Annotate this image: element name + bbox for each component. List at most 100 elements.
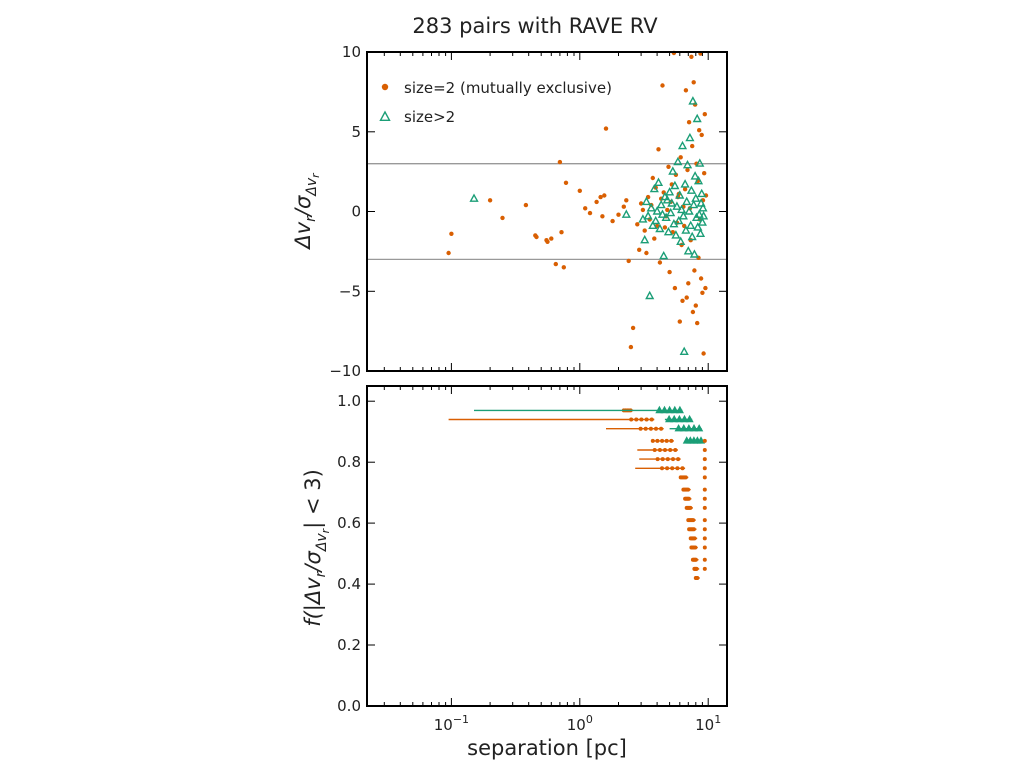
top-point-size2-62 — [677, 319, 682, 324]
bin-marker-sizegt2-2-0 — [674, 424, 683, 432]
top-y-axis-label: Δvr/σΔvr — [291, 172, 322, 251]
top-point-size2-69 — [683, 88, 689, 93]
bin-marker-sizegt2-2-1 — [679, 424, 688, 432]
top-point-sizegt2-24 — [668, 166, 678, 175]
top-point-size2-6 — [534, 234, 539, 240]
bottom-y-tick-label-4: 0.8 — [337, 453, 361, 471]
bin-single-2 — [702, 457, 707, 462]
bin-marker-size2-6-0 — [660, 466, 664, 471]
bin-marker-size2-4-0 — [652, 448, 657, 452]
top-point-sizegt2-6 — [645, 290, 655, 300]
top-ylabel-delta-v: Δv — [291, 221, 315, 250]
top-point-sizegt2-0 — [469, 193, 479, 202]
top-point-sizegt2-51 — [691, 193, 701, 202]
top-point-size2-80 — [692, 268, 697, 273]
top-point-sizegt2-8 — [648, 220, 658, 230]
top-y-tick-label-1: 5 — [351, 123, 361, 141]
top-point-sizegt2-23 — [667, 198, 677, 207]
top-point-sizegt2-54 — [693, 222, 703, 231]
bin-marker-sizegt2-1-2 — [675, 414, 684, 423]
x-tick-labels: 10 −1 100 101 — [434, 713, 722, 734]
top-point-size2-72 — [686, 281, 691, 286]
top-point-sizegt2-12 — [653, 177, 664, 187]
bottom-ylabel-sub-r2: r — [319, 527, 332, 533]
bin-marker-size2-2-3 — [654, 426, 658, 431]
legend-circle-marker — [381, 83, 389, 91]
bin-marker-size2-6-1 — [665, 466, 670, 471]
bottom-ylabel-sigma: /σ — [301, 550, 325, 573]
top-point-size2-52 — [667, 269, 672, 275]
top-point-sizegt2-18 — [661, 212, 671, 222]
bin-single-5 — [702, 487, 707, 492]
x-tick-label-1: 100 — [567, 713, 593, 734]
x-tick-label-exp: −1 — [453, 713, 469, 726]
bin-single-6 — [702, 496, 707, 501]
top-point-sizegt2-42 — [684, 206, 694, 215]
bin-marker-size2-3-1 — [655, 438, 660, 443]
top-point-sizegt2-62 — [698, 203, 708, 212]
top-point-size2-11 — [557, 159, 563, 165]
bin-single-13 — [702, 566, 707, 571]
bin-marker-size2-3-4 — [669, 438, 674, 443]
top-point-size2-21 — [602, 193, 607, 198]
top-ylabel-sub-r2: r — [309, 172, 322, 178]
top-point-sizegt2-39 — [682, 196, 692, 206]
top-point-size2-28 — [628, 344, 634, 350]
bin-marker-size2-6-4 — [680, 466, 685, 471]
bin-single-10 — [702, 536, 707, 541]
bin-marker-size2-14-4 — [693, 545, 698, 550]
bottom-y-tick-label-3: 0.6 — [337, 514, 361, 532]
bottom-panel: 0.00.20.40.60.81.0 10−1 100 101 f(|Δvr/σΔv… — [301, 385, 728, 760]
x-tick-label-base: 10 — [567, 716, 586, 734]
top-point-size2-96 — [702, 112, 707, 117]
top-point-size2-35 — [644, 250, 649, 256]
bottom-y-tick-label-0: 0.0 — [337, 697, 361, 715]
bin-marker-size2-2-1 — [643, 426, 648, 431]
top-point-size2-39 — [650, 175, 655, 181]
bin-marker-size2-2-2 — [648, 426, 653, 431]
bin-marker-size2-5-2 — [665, 457, 670, 462]
bin-marker-size2-3-0 — [650, 438, 655, 443]
top-point-size2-68 — [682, 187, 688, 192]
bin-marker-sizegt2-0-3 — [670, 405, 679, 414]
bottom-ylabel-post: | < 3) — [301, 469, 326, 529]
top-point-size2-18 — [594, 199, 599, 205]
top-point-sizegt2-1 — [621, 209, 631, 218]
top-point-sizegt2-37 — [680, 179, 690, 188]
bin-marker-size2-5-0 — [655, 457, 660, 462]
bin-marker-sizegt2-0-2 — [665, 405, 674, 414]
top-point-sizegt2-22 — [666, 207, 676, 217]
top-point-size2-30 — [635, 222, 640, 227]
top-point-size2-19 — [598, 194, 603, 200]
top-point-sizegt2-45 — [686, 185, 697, 194]
top-point-sizegt2-44 — [686, 220, 696, 230]
top-point-sizegt2-19 — [662, 195, 672, 204]
x-tick-label-2: 101 — [695, 713, 721, 734]
top-point-sizegt2-41 — [683, 246, 693, 255]
top-point-size2-44 — [657, 260, 663, 265]
chart-title: 283 pairs with RAVE RV — [412, 14, 658, 38]
top-point-size2-25 — [621, 204, 626, 209]
top-point-size2-4 — [523, 202, 529, 208]
top-point-size2-76 — [689, 54, 694, 59]
top-point-sizegt2-53 — [692, 113, 702, 123]
top-point-size2-87 — [697, 128, 702, 133]
bin-marker-size2-5-1 — [660, 457, 665, 462]
bin-marker-size2-2-0 — [638, 426, 643, 431]
top-point-size2-9 — [549, 236, 554, 241]
top-point-size2-40 — [652, 236, 657, 241]
bottom-y-tick-label-5: 1.0 — [337, 392, 361, 410]
top-point-size2-97 — [703, 285, 708, 291]
top-point-sizegt2-33 — [677, 204, 687, 214]
top-point-size2-1 — [449, 231, 454, 236]
top-point-sizegt2-10 — [651, 215, 661, 225]
top-point-size2-78 — [690, 309, 696, 315]
top-point-sizegt2-49 — [689, 249, 699, 258]
x-tick-label-exp: 1 — [714, 713, 721, 726]
bin-marker-size2-9-4 — [686, 496, 691, 501]
top-point-size2-82 — [693, 303, 698, 308]
bin-marker-size2-12-4 — [691, 527, 696, 532]
bin-marker-sizegt2-2-2 — [684, 424, 693, 432]
top-point-sizegt2-32 — [676, 236, 686, 246]
bin-marker-size2-3-2 — [660, 438, 665, 443]
